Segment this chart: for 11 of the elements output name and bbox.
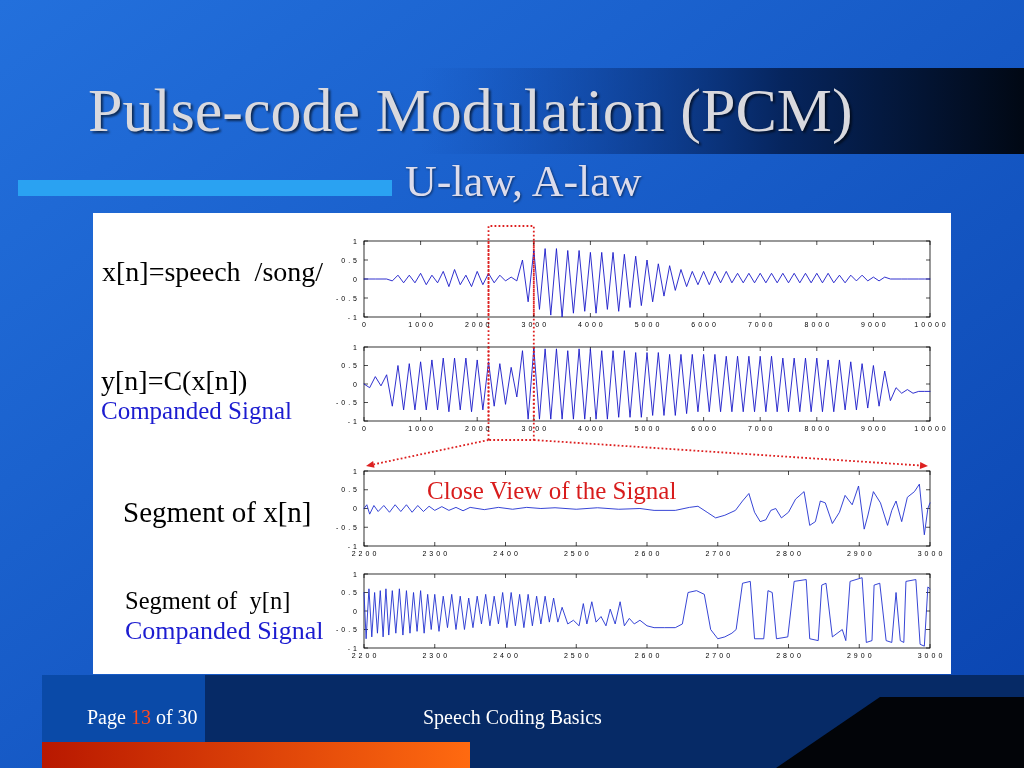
y-axis-title: x[n]=speech /song/ [102,256,324,287]
text: Companded Signal [101,397,293,424]
text: Companded Signal [125,616,324,645]
annotation: Close View of the Signal [427,477,677,504]
y-axis-title: Segment of y[n] [125,587,291,614]
chart-title: Pulse-code Modulation (PCM) [88,76,853,145]
chart-subtitle: U-law, A-law [405,157,642,206]
text: Page 13 of 30 [87,706,198,729]
y-axis-title: y[n]=C(x[n]) [101,365,248,396]
text: Speech Coding Basics [423,706,603,729]
y-axis-title: Segment of x[n] [123,496,312,528]
